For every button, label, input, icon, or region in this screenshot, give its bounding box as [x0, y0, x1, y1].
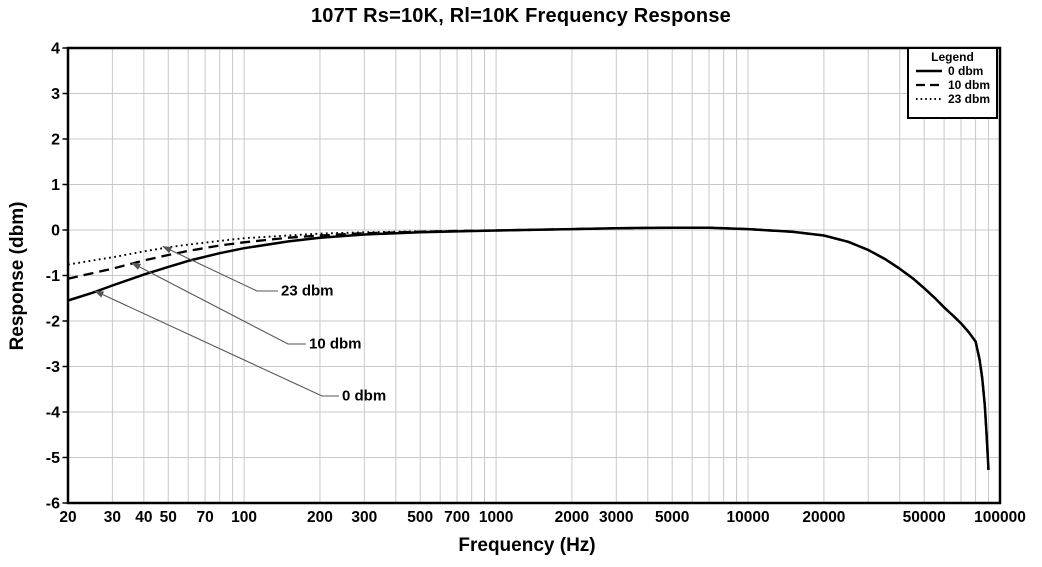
svg-text:50000: 50000: [903, 509, 946, 526]
legend-entry-label: 0 dbm: [948, 64, 984, 78]
svg-text:3: 3: [51, 86, 60, 103]
legend-entry-label: 10 dbm: [948, 78, 991, 92]
legend-title: Legend: [931, 50, 974, 64]
svg-text:700: 700: [444, 509, 470, 526]
annotation-23dbm: 23 dbm: [281, 282, 334, 300]
solid-line-sample-icon: [916, 69, 942, 73]
svg-text:-3: -3: [46, 359, 60, 376]
svg-text:200: 200: [307, 509, 333, 526]
svg-text:2000: 2000: [555, 509, 589, 526]
chart-title: 107T Rs=10K, Rl=10K Frequency Response: [310, 5, 731, 27]
svg-text:40: 40: [135, 509, 152, 526]
legend-entry-10dbm: 10 dbm: [909, 78, 996, 92]
svg-text:1000: 1000: [479, 509, 513, 526]
svg-text:50: 50: [160, 509, 177, 526]
svg-text:4: 4: [51, 41, 60, 58]
svg-text:20: 20: [59, 509, 76, 526]
legend-entry-23dbm: 23 dbm: [909, 92, 996, 106]
svg-text:0: 0: [51, 223, 60, 240]
dashed-line-sample-icon: [916, 83, 942, 87]
svg-text:1: 1: [51, 177, 60, 194]
svg-text:-4: -4: [46, 405, 60, 422]
svg-text:30: 30: [104, 509, 121, 526]
legend-entry-0dbm: 0 dbm: [909, 64, 996, 78]
svg-text:100: 100: [231, 509, 257, 526]
svg-text:100000: 100000: [974, 509, 1026, 526]
legend-entry-label: 23 dbm: [948, 92, 991, 106]
svg-text:-2: -2: [46, 314, 60, 331]
svg-text:70: 70: [196, 509, 213, 526]
svg-text:300: 300: [351, 509, 377, 526]
svg-text:2: 2: [51, 132, 60, 149]
svg-text:-5: -5: [46, 450, 60, 467]
svg-text:3000: 3000: [599, 509, 633, 526]
annotation-10dbm: 10 dbm: [309, 335, 362, 353]
svg-text:20000: 20000: [802, 509, 845, 526]
annotation-0dbm: 0 dbm: [342, 387, 387, 405]
legend: Legend 0 dbm 10 dbm 23 dbm: [907, 47, 998, 119]
svg-text:10000: 10000: [726, 509, 769, 526]
svg-text:500: 500: [407, 509, 433, 526]
x-axis-title: Frequency (Hz): [458, 535, 596, 556]
svg-text:5000: 5000: [655, 509, 689, 526]
svg-text:-6: -6: [46, 496, 60, 513]
dotted-line-sample-icon: [916, 98, 942, 100]
svg-text:-1: -1: [46, 268, 60, 285]
